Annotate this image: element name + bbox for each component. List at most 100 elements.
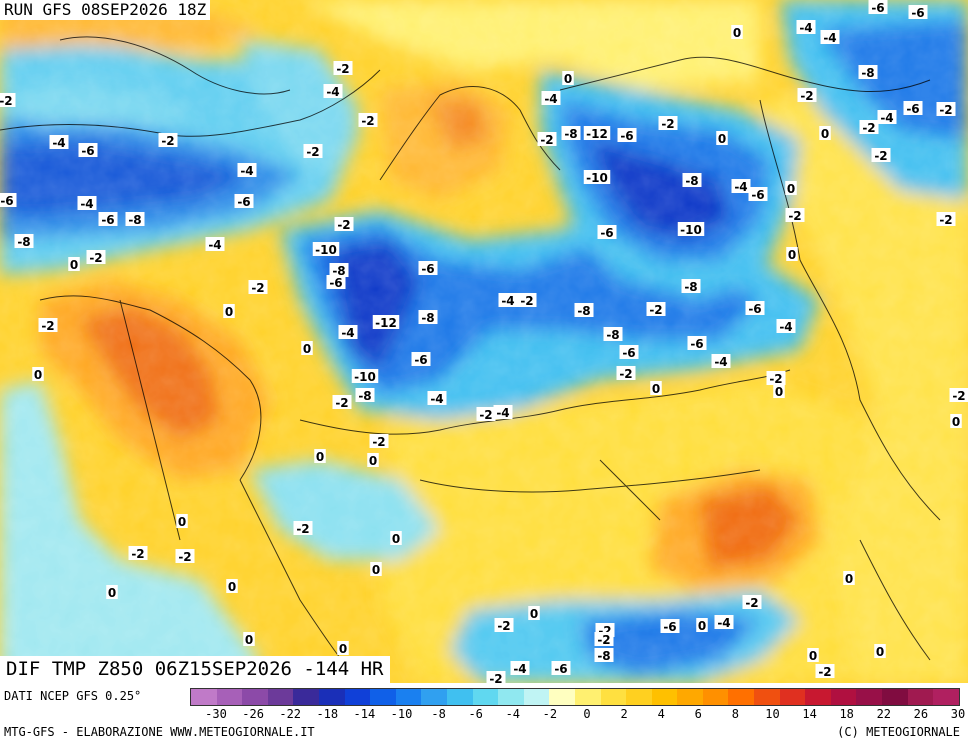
color-swatch	[318, 689, 345, 705]
contour-label: -6	[868, 0, 888, 15]
contour-label: -2	[658, 116, 678, 131]
svg-text:-2: -2	[251, 281, 264, 295]
contour-label: 0	[176, 514, 188, 529]
temperature-anomaly-map: -6 -6 -4 -4 0 -2 -8 0 -4 -2 -2 -4 -4 -6 -2 -2 -2 -2 0 -2 -8-…	[0, 0, 968, 683]
color-scale-tick-label: 8	[731, 707, 740, 721]
svg-text:0: 0	[303, 342, 311, 356]
color-swatch	[216, 689, 243, 705]
run-title: RUN GFS 08SEP2026 18Z	[0, 0, 211, 20]
color-swatch	[498, 689, 524, 705]
svg-text:0: 0	[245, 633, 253, 647]
color-scale-tick-label: -22	[279, 707, 302, 721]
svg-text:-6: -6	[911, 6, 924, 20]
color-scale-tick-label: -26	[242, 707, 264, 721]
contour-label: -2	[936, 102, 956, 117]
color-swatch	[574, 689, 601, 705]
color-swatch	[830, 689, 857, 705]
svg-text:0: 0	[845, 572, 853, 586]
color-swatch	[446, 689, 473, 705]
color-scale-tick-label: 2	[620, 707, 628, 721]
color-swatch	[523, 689, 550, 705]
contour-label: -6	[908, 5, 928, 20]
svg-text:-8: -8	[684, 280, 697, 294]
texture-overlay	[0, 0, 968, 683]
color-swatch	[779, 689, 806, 705]
svg-text:-8: -8	[861, 66, 874, 80]
svg-text:-6: -6	[748, 302, 761, 316]
svg-text:-4: -4	[496, 406, 509, 420]
svg-text:-6: -6	[620, 129, 633, 143]
svg-text:-2: -2	[131, 547, 144, 561]
svg-text:0: 0	[70, 258, 78, 272]
svg-text:-2: -2	[41, 319, 54, 333]
svg-text:-6: -6	[871, 1, 884, 15]
color-scale-tick-label: 0	[583, 707, 591, 721]
contour-label: 0	[696, 618, 708, 633]
color-swatch	[882, 689, 908, 705]
svg-text:0: 0	[316, 450, 324, 464]
contour-label: -2	[476, 407, 496, 422]
svg-text:0: 0	[698, 619, 706, 633]
color-swatch	[370, 689, 396, 705]
contour-label: -2	[293, 521, 313, 536]
contour-label: -6	[411, 352, 431, 367]
contour-label: 0	[562, 71, 574, 86]
credit-left: MTG-GFS - ELABORAZIONE WWW.METEOGIORNALE…	[4, 725, 315, 739]
contour-label: -2	[936, 212, 956, 227]
contour-label: -10	[677, 222, 705, 237]
contour-label: 0	[68, 257, 80, 272]
svg-text:0: 0	[809, 649, 817, 663]
svg-text:0: 0	[564, 72, 572, 86]
svg-text:0: 0	[652, 382, 660, 396]
svg-text:-4: -4	[341, 326, 354, 340]
svg-text:-12: -12	[586, 127, 608, 141]
svg-text:-8: -8	[128, 213, 141, 227]
svg-text:-6: -6	[663, 620, 676, 634]
svg-text:0: 0	[34, 368, 42, 382]
map-title: DIF TMP Z850 06Z15SEP2026 -144 HR	[0, 656, 390, 683]
contour-label: 0	[807, 648, 819, 663]
contour-label: 0	[301, 341, 313, 356]
contour-label: -8	[603, 327, 623, 342]
color-scale-tick-label: 26	[913, 707, 929, 721]
color-swatch	[293, 689, 319, 705]
svg-text:-6: -6	[237, 195, 250, 209]
contour-label: -8	[682, 173, 702, 188]
contour-label: -2	[333, 61, 353, 76]
contour-label: -2	[248, 280, 268, 295]
svg-text:-2: -2	[306, 145, 319, 159]
svg-text:-8: -8	[421, 311, 434, 325]
svg-text:-10: -10	[586, 171, 608, 185]
contour-label: -2	[517, 293, 537, 308]
contour-label: -2	[859, 120, 879, 135]
svg-text:-2: -2	[540, 133, 553, 147]
color-scale-tick-label: 30	[950, 707, 966, 721]
color-swatch	[395, 689, 422, 705]
svg-text:-2: -2	[0, 94, 13, 108]
svg-text:0: 0	[108, 586, 116, 600]
contour-label: 0	[243, 632, 255, 647]
color-scale-tick-label: 4	[657, 707, 665, 721]
svg-text:0: 0	[372, 563, 380, 577]
svg-text:0: 0	[718, 132, 726, 146]
contour-label: 0	[731, 25, 743, 40]
svg-text:-2: -2	[952, 389, 965, 403]
svg-text:-4: -4	[52, 136, 65, 150]
svg-text:-4: -4	[240, 164, 253, 178]
svg-text:-10: -10	[354, 370, 376, 384]
svg-text:-2: -2	[939, 213, 952, 227]
color-swatch	[677, 689, 703, 705]
contour-label: -6	[687, 336, 707, 351]
svg-text:-8: -8	[564, 127, 577, 141]
color-scale-tick-label: -30	[205, 707, 227, 721]
svg-text:-2: -2	[800, 89, 813, 103]
contour-label: 0	[773, 384, 785, 399]
svg-text:-2: -2	[745, 596, 758, 610]
svg-text:-2: -2	[788, 209, 801, 223]
contour-label: -2	[0, 93, 16, 108]
color-swatch	[421, 689, 447, 705]
contour-label: -4	[776, 319, 796, 334]
contour-label: -12	[583, 126, 611, 141]
contour-label: -2	[766, 371, 786, 386]
svg-text:-4: -4	[714, 355, 727, 369]
